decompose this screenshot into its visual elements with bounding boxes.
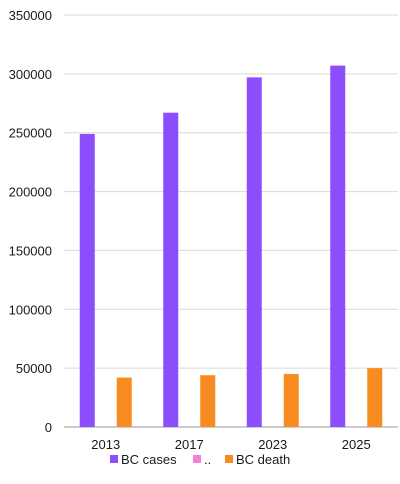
y-tick-label: 100000 xyxy=(9,302,52,317)
bar-bc-death-2025 xyxy=(367,368,383,427)
y-tick-label: 300000 xyxy=(9,67,52,82)
legend-label: BC cases xyxy=(121,452,177,467)
bars xyxy=(79,65,383,428)
legend-swatch xyxy=(193,455,201,463)
x-tick-label: 2023 xyxy=(258,437,287,452)
legend-item-bc-death: BC death xyxy=(225,452,290,467)
legend-swatch xyxy=(225,455,233,463)
bar-bc-death-2023 xyxy=(283,374,299,427)
grid xyxy=(64,14,398,428)
y-tick-label: 350000 xyxy=(9,8,52,23)
x-tick-label: 2025 xyxy=(342,437,371,452)
bar-bc-death-2017 xyxy=(200,375,216,427)
bar-bc-cases-2023 xyxy=(246,77,262,427)
legend-item-dots: .. xyxy=(193,452,211,467)
legend-swatch xyxy=(110,455,118,463)
legend-label: BC death xyxy=(236,452,290,467)
x-tick-label: 2017 xyxy=(175,437,204,452)
y-tick-label: 200000 xyxy=(9,185,52,200)
legend-item-bc-cases: BC cases xyxy=(110,452,177,467)
y-tick-label: 0 xyxy=(45,420,52,435)
bar-bc-cases-2013 xyxy=(79,133,95,428)
y-axis: 0 50000 100000 150000 200000 250000 300000 3500… xyxy=(9,8,52,435)
bar-bc-cases-2025 xyxy=(330,65,346,428)
bar-bc-death-2013 xyxy=(116,377,132,427)
x-axis: 2013 2017 2023 2025 xyxy=(91,437,370,452)
legend: BC cases.. BC death xyxy=(110,452,290,467)
y-tick-label: 150000 xyxy=(9,243,52,258)
bar-bc-cases-2017 xyxy=(163,112,179,428)
legend-label: .. xyxy=(204,452,211,467)
y-tick-label: 250000 xyxy=(9,126,52,141)
x-tick-label: 2013 xyxy=(91,437,120,452)
y-tick-label: 50000 xyxy=(16,361,52,376)
